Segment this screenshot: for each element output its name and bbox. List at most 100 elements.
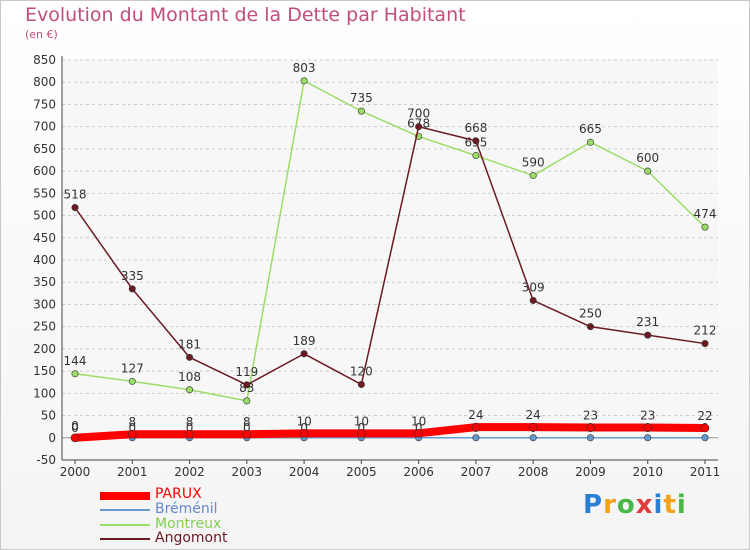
data-label-angomont: 250	[579, 307, 602, 321]
y-tick-label: 150	[33, 364, 56, 378]
data-point-parux	[643, 423, 653, 432]
legend-item-bremenil: Bréménil	[100, 501, 360, 517]
y-tick-label: 0	[48, 431, 56, 445]
logo-letter: t	[663, 490, 677, 520]
data-label-montreux: 127	[121, 361, 144, 375]
data-label-bremenil: 0	[71, 421, 79, 435]
data-point-parux	[528, 422, 538, 432]
data-label-montreux: 590	[522, 156, 545, 170]
data-label-montreux: 144	[64, 354, 87, 368]
data-label-parux: 24	[468, 408, 483, 422]
data-label-montreux: 665	[579, 122, 602, 136]
x-tick-label: 2003	[232, 465, 263, 479]
y-tick-label: 400	[33, 253, 56, 267]
data-label-parux: 23	[583, 409, 598, 423]
logo-letter: i	[653, 490, 664, 520]
series-line-montreux	[74, 80, 706, 402]
chart-title: Evolution du Montant de la Dette par Hab…	[25, 4, 466, 26]
data-point-angomont	[300, 350, 308, 358]
data-point-angomont	[243, 381, 251, 389]
data-point-montreux	[186, 386, 194, 394]
data-label-parux: 8	[186, 415, 194, 429]
data-label-angomont: 212	[694, 324, 717, 338]
data-label-angomont: 335	[121, 269, 144, 283]
data-point-montreux	[586, 138, 594, 146]
data-point-bremenil	[701, 434, 709, 442]
data-label-bremenil: 0	[300, 421, 308, 435]
data-label-angomont: 120	[350, 364, 373, 378]
series-line-parux	[74, 423, 706, 442]
legend-item-parux: PARUX	[100, 486, 360, 502]
data-point-montreux	[357, 107, 365, 115]
x-tick-label: 2002	[174, 465, 205, 479]
legend-label-montreux: Montreux	[155, 516, 222, 532]
data-label-parux: 10	[411, 414, 426, 428]
chart-subtitle: (en €)	[25, 28, 58, 41]
y-tick-label: 350	[33, 275, 56, 289]
data-point-parux	[414, 429, 423, 438]
data-point-angomont	[586, 323, 594, 331]
data-label-parux: 10	[354, 414, 369, 428]
data-label-bremenil: 0	[415, 421, 423, 435]
legend-swatch-montreux	[100, 524, 150, 526]
data-label-montreux: 803	[293, 61, 316, 75]
data-point-montreux	[128, 377, 136, 385]
data-label-parux: 10	[296, 414, 311, 428]
data-point-montreux	[300, 77, 308, 85]
data-point-angomont	[529, 296, 537, 304]
x-tick-label: 2001	[117, 465, 148, 479]
data-label-angomont: 518	[64, 188, 87, 202]
data-point-parux	[242, 429, 252, 439]
data-point-angomont	[701, 340, 709, 348]
y-tick-label: 550	[33, 186, 56, 200]
x-tick-label: 2009	[575, 465, 606, 479]
x-tick-label: 2011	[690, 465, 721, 479]
data-label-angomont: 700	[407, 107, 430, 121]
logo-letter: r	[603, 490, 617, 520]
data-point-angomont	[357, 380, 365, 388]
x-tick-label: 2006	[403, 465, 434, 479]
data-point-angomont	[415, 123, 423, 131]
data-point-parux	[127, 429, 137, 439]
logo-letter: P	[583, 490, 604, 520]
data-label-angomont: 189	[293, 334, 316, 348]
data-point-angomont	[472, 137, 480, 145]
data-point-montreux	[701, 223, 709, 231]
data-point-parux	[299, 429, 309, 438]
data-point-montreux	[529, 172, 537, 180]
data-point-angomont	[186, 353, 194, 361]
y-tick-label: 700	[33, 120, 56, 134]
data-point-bremenil	[644, 434, 652, 442]
x-tick-label: 2010	[632, 465, 663, 479]
series-line-angomont	[74, 125, 706, 386]
y-tick-label: 850	[33, 53, 56, 67]
data-label-parux: 23	[640, 409, 655, 423]
data-point-montreux	[243, 397, 251, 405]
data-point-angomont	[128, 285, 136, 293]
x-tick-label: 2008	[518, 465, 549, 479]
data-point-parux	[357, 429, 366, 438]
y-tick-label: 250	[33, 320, 56, 334]
data-label-parux: 8	[128, 415, 136, 429]
data-label-montreux: 108	[178, 370, 201, 384]
data-label-parux: 24	[526, 408, 541, 422]
y-tick-label: 450	[33, 231, 56, 245]
y-tick-label: 750	[33, 97, 56, 111]
data-label-angomont: 231	[636, 315, 659, 329]
y-tick-label: 200	[33, 342, 56, 356]
data-label-parux: 8	[243, 415, 251, 429]
data-point-bremenil	[529, 434, 537, 442]
data-point-angomont	[71, 204, 79, 212]
proxiti-logo: Proxiti	[583, 490, 687, 520]
legend-label-bremenil: Bréménil	[155, 501, 218, 517]
data-label-bremenil: 0	[358, 421, 366, 435]
data-label-montreux: 600	[636, 151, 659, 165]
legend-label-parux: PARUX	[155, 486, 202, 502]
data-label-angomont: 309	[522, 280, 545, 294]
legend-item-montreux: Montreux	[100, 516, 360, 532]
legend-swatch-bremenil	[100, 509, 150, 511]
x-tick-label: 2004	[289, 465, 320, 479]
data-point-angomont	[644, 331, 652, 339]
y-tick-label: 300	[33, 297, 56, 311]
